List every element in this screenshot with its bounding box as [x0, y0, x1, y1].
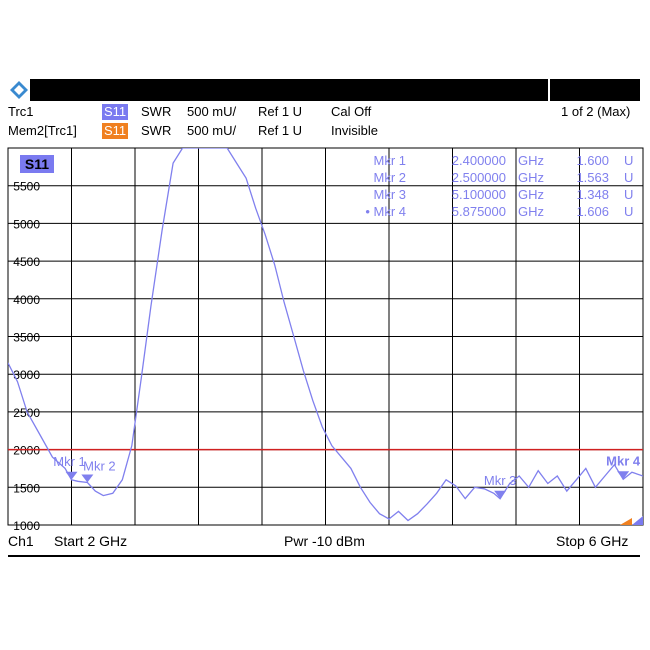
trace1-format[interactable]: SWR [141, 104, 172, 119]
y-tick-labels: 1000 1500 2000 2500 3000 3500 4000 4500 5000 5500 [13, 180, 40, 533]
marker-1-triangle [65, 471, 78, 480]
rohde-schwarz-logo-icon [8, 79, 30, 101]
start-frequency[interactable]: Start 2 GHz [54, 533, 128, 549]
marker-table-cell-1-5: U [624, 153, 633, 168]
y-tick-label: 4500 [13, 255, 40, 269]
stop-frequency[interactable]: Stop 6 GHz [556, 533, 629, 549]
trace-layer [8, 148, 643, 522]
marker-3-triangle [494, 490, 507, 499]
y-tick-label: 1500 [13, 481, 40, 495]
trace-label-box[interactable]: S11 [20, 155, 54, 173]
marker-table-cell-3-2: 5.100000 [452, 187, 506, 202]
marker-table-cell-2-5: U [624, 170, 633, 185]
trace2-name[interactable]: Mem2[Trc1] [8, 123, 77, 138]
marker-2-label: Mkr 2 [83, 459, 116, 474]
y-tick-label: 3500 [13, 331, 40, 345]
marker-table-cell-1-3: GHz [518, 153, 544, 168]
marker-table-cell-3-3: GHz [518, 187, 544, 202]
y-tick-label: 5000 [13, 217, 40, 231]
channel-label[interactable]: Ch1 [8, 533, 34, 549]
trace1-param-badge[interactable]: S11 [102, 104, 129, 120]
top-status-bar [8, 79, 640, 101]
marker-table-cell-3-4: 1.348 [576, 187, 609, 202]
marker-table-cell-3-5: U [624, 187, 633, 202]
trace2-scale[interactable]: 500 mU/ [187, 123, 237, 138]
marker-1-label: Mkr 1 [53, 454, 86, 469]
marker-table-cell-2-3: GHz [518, 170, 544, 185]
trace-s11-line [8, 148, 643, 522]
marker-table-cell-1-1: Mkr 1 [374, 153, 407, 168]
stimulus-marker-orange-icon [620, 518, 632, 525]
marker-4-label: Mkr 4 [606, 453, 641, 468]
plot-frame [7, 147, 644, 526]
trace2-param-badge[interactable]: S11 [102, 123, 129, 139]
marker-table-cell-3-1: Mkr 3 [374, 187, 407, 202]
y-tick-label: 2000 [13, 444, 40, 458]
y-tick-label: 2500 [13, 406, 40, 420]
y-tick-label: 3000 [13, 368, 40, 382]
marker-table-cell-2-4: 1.563 [576, 170, 609, 185]
marker-table-cell-1-4: 1.600 [576, 153, 609, 168]
trace2-state: Invisible [331, 123, 378, 138]
marker-table-cell-4-2: 5.875000 [452, 204, 506, 219]
trace1-scale[interactable]: 500 mU/ [187, 104, 237, 119]
stimulus-marker-blue-icon [632, 516, 643, 525]
top-bar-separator [548, 79, 550, 101]
y-tick-label: 5500 [13, 180, 40, 194]
marker-table-cell-4-5: U [624, 204, 633, 219]
y-tick-label: 1000 [13, 519, 40, 533]
decorations [620, 516, 643, 525]
footer-divider [8, 555, 640, 557]
marker-3-label: Mkr 3 [484, 473, 517, 488]
trace1-ref[interactable]: Ref 1 U [258, 104, 303, 119]
marker-table-cell-4-4: 1.606 [576, 204, 609, 219]
y-tick-label: 4000 [13, 293, 40, 307]
marker-table-cell-2-1: Mkr 2 [374, 170, 407, 185]
marker-2-triangle [81, 474, 94, 483]
marker-table-cell-1-2: 2.400000 [452, 153, 506, 168]
trace2-format[interactable]: SWR [141, 123, 172, 138]
marker-table-cell-2-2: 2.500000 [452, 170, 506, 185]
marker-table-cell-4-3: GHz [518, 204, 544, 219]
marker-table-cell-4-1: • Mkr 4 [365, 204, 406, 219]
page-indicator: 1 of 2 (Max) [561, 104, 631, 119]
marker-table: Mkr 1 2.400000 GHz 1.600 U Mkr 2 2.500000 GHz 1.… [365, 153, 633, 219]
power-level[interactable]: Pwr -10 dBm [284, 533, 365, 549]
trace1-cal-status: Cal Off [331, 104, 372, 119]
trace2-ref[interactable]: Ref 1 U [258, 123, 303, 138]
marker-4-triangle [617, 471, 630, 480]
trace1-name[interactable]: Trc1 [8, 104, 34, 119]
